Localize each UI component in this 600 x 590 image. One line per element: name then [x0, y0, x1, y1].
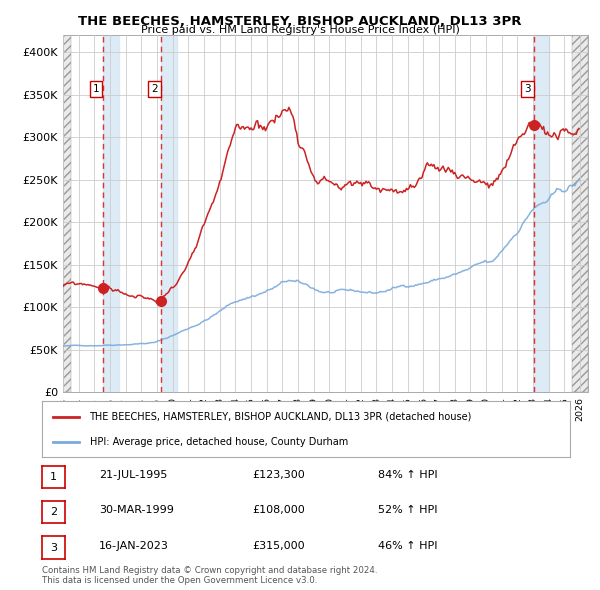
Text: Price paid vs. HM Land Registry's House Price Index (HPI): Price paid vs. HM Land Registry's House …: [140, 25, 460, 35]
Text: 2: 2: [50, 507, 57, 517]
Text: 1: 1: [50, 472, 57, 481]
Text: £108,000: £108,000: [252, 506, 305, 515]
Text: £123,300: £123,300: [252, 470, 305, 480]
Bar: [572, 35, 588, 392]
Text: 46% ↑ HPI: 46% ↑ HPI: [378, 541, 437, 550]
Text: 3: 3: [50, 543, 57, 552]
Text: 52% ↑ HPI: 52% ↑ HPI: [378, 506, 437, 515]
Text: 3: 3: [524, 84, 531, 94]
Text: £315,000: £315,000: [252, 541, 305, 550]
Text: 30-MAR-1999: 30-MAR-1999: [99, 506, 174, 515]
Text: 16-JAN-2023: 16-JAN-2023: [99, 541, 169, 550]
Bar: [103, 35, 119, 392]
Text: Contains HM Land Registry data © Crown copyright and database right 2024.
This d: Contains HM Land Registry data © Crown c…: [42, 566, 377, 585]
Text: HPI: Average price, detached house, County Durham: HPI: Average price, detached house, Coun…: [89, 437, 348, 447]
Text: 84% ↑ HPI: 84% ↑ HPI: [378, 470, 437, 480]
Text: 2: 2: [151, 84, 158, 94]
Bar: [161, 35, 176, 392]
Bar: [572, 35, 588, 392]
Text: 21-JUL-1995: 21-JUL-1995: [99, 470, 167, 480]
Bar: [63, 35, 71, 392]
Text: 1: 1: [92, 84, 99, 94]
Bar: [63, 35, 71, 392]
Bar: [534, 35, 550, 392]
Text: THE BEECHES, HAMSTERLEY, BISHOP AUCKLAND, DL13 3PR (detached house): THE BEECHES, HAMSTERLEY, BISHOP AUCKLAND…: [89, 412, 472, 422]
Text: THE BEECHES, HAMSTERLEY, BISHOP AUCKLAND, DL13 3PR: THE BEECHES, HAMSTERLEY, BISHOP AUCKLAND…: [78, 15, 522, 28]
